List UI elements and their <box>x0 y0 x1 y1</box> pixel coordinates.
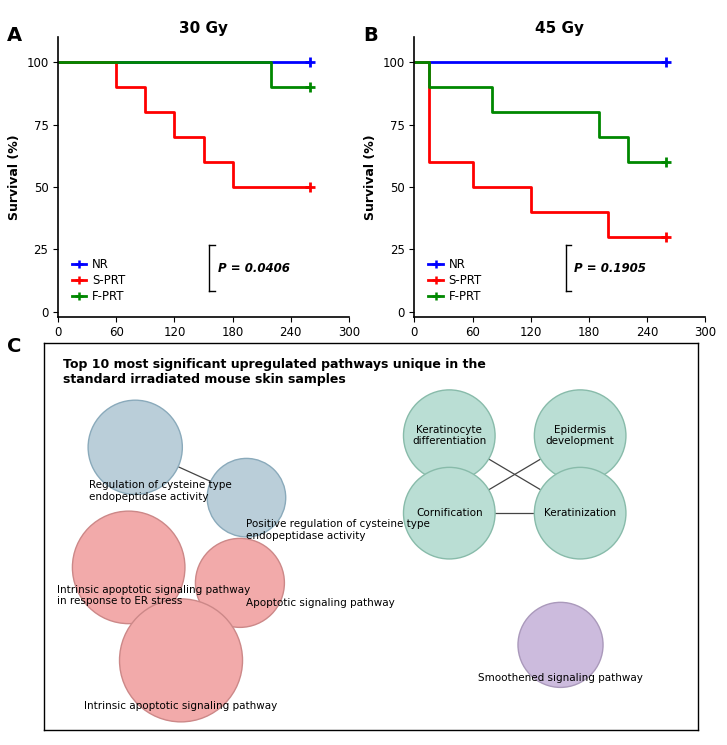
Ellipse shape <box>403 467 495 559</box>
Text: Intrinsic apoptotic signaling pathway
in response to ER stress: Intrinsic apoptotic signaling pathway in… <box>57 585 250 606</box>
Y-axis label: Survival (%): Survival (%) <box>7 134 20 220</box>
Text: C: C <box>7 337 22 356</box>
Title: 30 Gy: 30 Gy <box>179 21 228 36</box>
Text: Positive regulation of cysteine type
endopeptidase activity: Positive regulation of cysteine type end… <box>246 519 430 541</box>
Text: Smoothened signaling pathway: Smoothened signaling pathway <box>478 673 643 682</box>
X-axis label: Days postradiation: Days postradiation <box>494 345 626 358</box>
Text: Cornification: Cornification <box>416 508 483 519</box>
Ellipse shape <box>207 458 286 537</box>
Text: Epidermis
development: Epidermis development <box>546 425 614 446</box>
Ellipse shape <box>403 390 495 481</box>
Legend: NR, S-PRT, F-PRT: NR, S-PRT, F-PRT <box>426 256 484 305</box>
Text: P = 0.0406: P = 0.0406 <box>218 262 290 275</box>
Text: Keratinocyte
differentiation: Keratinocyte differentiation <box>412 425 486 446</box>
Text: B: B <box>364 26 378 45</box>
Y-axis label: Survival (%): Survival (%) <box>364 134 377 220</box>
Text: P = 0.1905: P = 0.1905 <box>574 262 646 275</box>
Ellipse shape <box>196 539 284 627</box>
Ellipse shape <box>88 400 182 495</box>
Ellipse shape <box>518 603 603 688</box>
Ellipse shape <box>534 467 626 559</box>
Text: Regulation of cysteine type
endopeptidase activity: Regulation of cysteine type endopeptidas… <box>89 481 232 502</box>
Text: Keratinization: Keratinization <box>544 508 616 519</box>
Title: 45 Gy: 45 Gy <box>535 21 585 36</box>
Text: Intrinsic apoptotic signaling pathway: Intrinsic apoptotic signaling pathway <box>84 701 278 711</box>
Legend: NR, S-PRT, F-PRT: NR, S-PRT, F-PRT <box>70 256 128 305</box>
Text: A: A <box>7 26 23 45</box>
Ellipse shape <box>73 511 185 624</box>
Ellipse shape <box>119 599 243 722</box>
Text: Apoptotic signaling pathway: Apoptotic signaling pathway <box>246 598 395 609</box>
Ellipse shape <box>534 390 626 481</box>
Text: Top 10 most significant upregulated pathways unique in the
standard irradiated m: Top 10 most significant upregulated path… <box>63 358 486 386</box>
X-axis label: Days postradiation: Days postradiation <box>137 345 270 358</box>
